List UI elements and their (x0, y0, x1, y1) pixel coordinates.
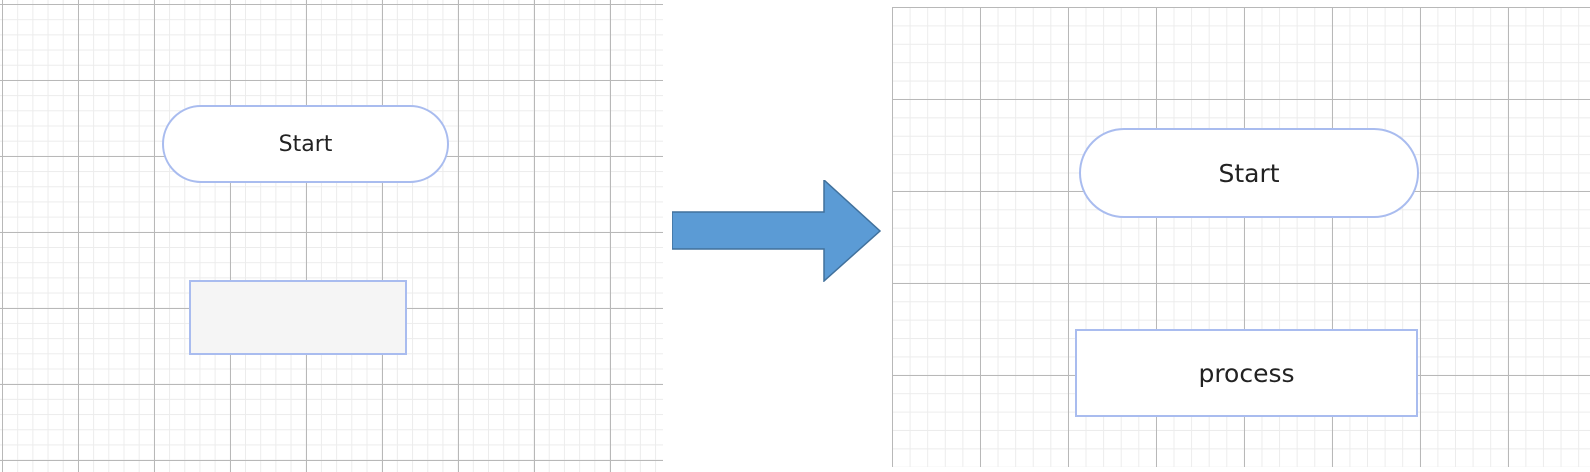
process-shape[interactable]: process (1075, 329, 1418, 417)
start-terminator-shape[interactable]: Start (1079, 128, 1419, 218)
flowchart-canvas-after[interactable]: Start process (892, 7, 1590, 467)
process-shape-label: process (1198, 358, 1295, 388)
right-arrow-icon (672, 180, 882, 282)
process-shape-empty[interactable] (189, 280, 407, 355)
start-terminator-label: Start (278, 131, 333, 157)
start-terminator-label: Start (1218, 158, 1280, 188)
flowchart-canvas-before[interactable]: Start (0, 0, 663, 472)
start-terminator-shape[interactable]: Start (162, 105, 449, 183)
